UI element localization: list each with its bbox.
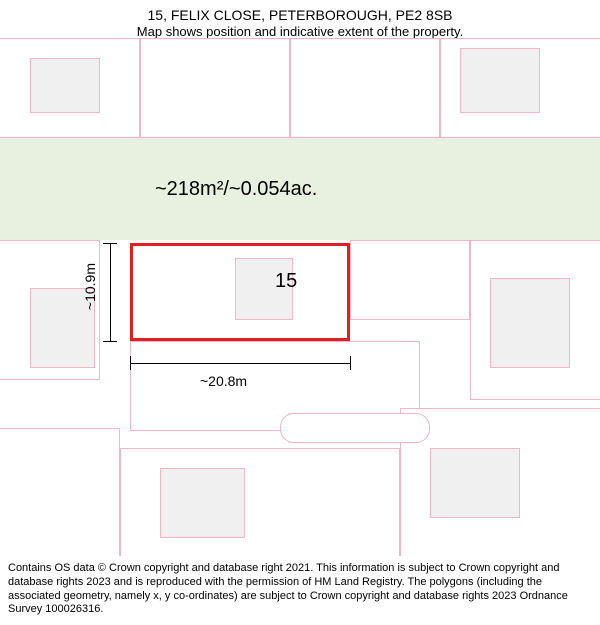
area-label: ~218m²/~0.054ac. [155, 178, 317, 201]
copyright-footer: Contains OS data © Crown copyright and d… [0, 556, 600, 625]
building-footprint [460, 48, 540, 113]
house-number-label: 15 [275, 270, 297, 293]
building-footprint [160, 468, 245, 538]
road-stub [280, 413, 430, 443]
height-dimension-label: ~10.9m [82, 263, 98, 310]
width-dimension-line [130, 363, 350, 364]
map-canvas: ~218m²/~0.054ac. ~10.9m ~20.8m 15 [0, 48, 600, 540]
dimension-tick [350, 356, 351, 370]
parcel-outline [290, 38, 440, 138]
width-dimension-label: ~20.8m [200, 373, 247, 389]
dimension-tick [103, 243, 117, 244]
height-dimension-line [110, 243, 111, 341]
page-title: 15, FELIX CLOSE, PETERBOROUGH, PE2 8SB [0, 6, 600, 24]
property-boundary-highlight [130, 243, 350, 341]
building-footprint [30, 58, 100, 113]
parcel-outline [140, 38, 290, 138]
dimension-tick [103, 341, 117, 342]
dimension-tick [130, 356, 131, 370]
building-footprint [490, 278, 570, 368]
parcel-outline [350, 240, 470, 320]
parcel-outline [0, 428, 120, 558]
building-footprint [430, 448, 520, 518]
